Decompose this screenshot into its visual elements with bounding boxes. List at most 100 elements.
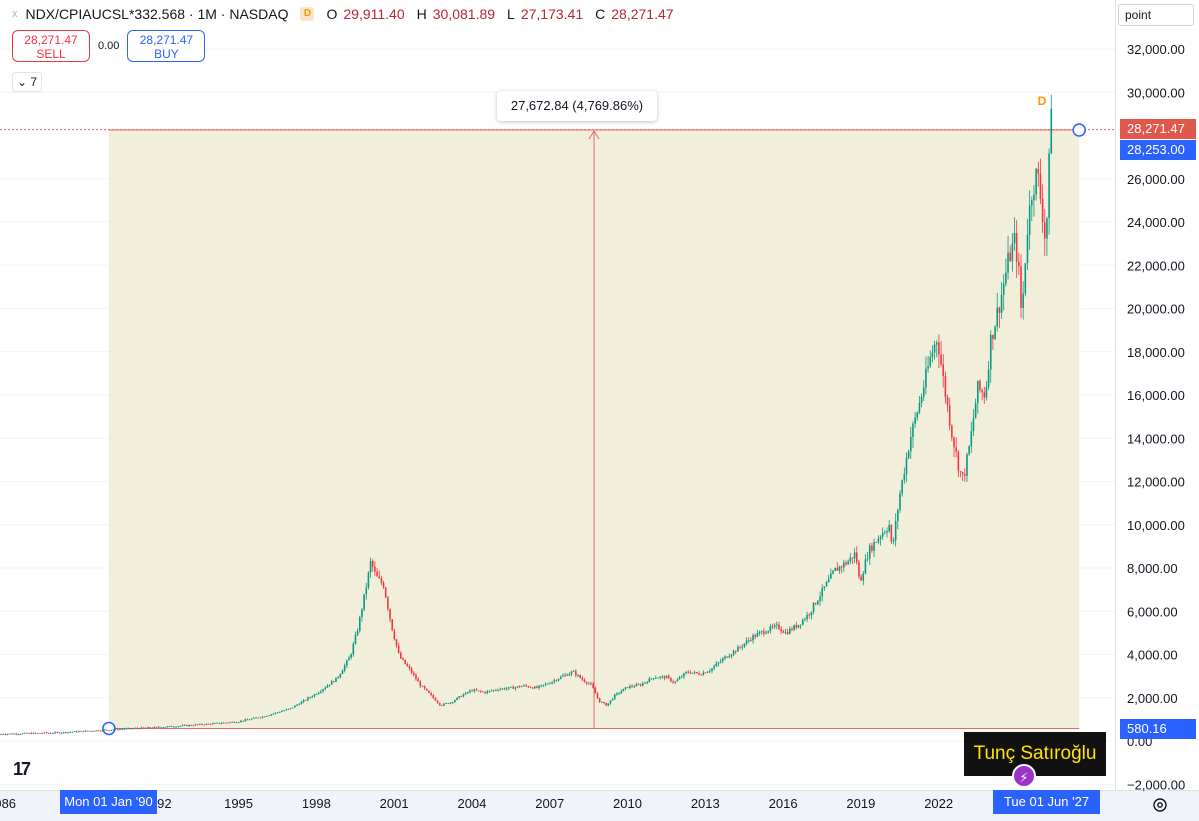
candle-body bbox=[894, 521, 897, 541]
candle-body bbox=[170, 726, 173, 727]
candle-body bbox=[501, 688, 504, 690]
candle-body bbox=[516, 686, 519, 688]
candle-body bbox=[207, 723, 210, 725]
candle-body bbox=[773, 625, 776, 627]
candle-body bbox=[845, 562, 847, 565]
candle-body bbox=[380, 578, 383, 583]
candle-body bbox=[1024, 263, 1027, 294]
candle-body bbox=[819, 596, 821, 601]
candle-body bbox=[88, 730, 91, 732]
measure-end-price-tag: 28,253.00 bbox=[1120, 140, 1196, 160]
candle-body bbox=[897, 509, 899, 522]
candle-body bbox=[935, 342, 938, 345]
candle-body bbox=[648, 678, 651, 683]
candle-body bbox=[788, 628, 791, 634]
candle-body bbox=[579, 674, 581, 678]
candle-body bbox=[983, 392, 986, 398]
candle-body bbox=[1005, 272, 1007, 284]
measure-tool[interactable]: D bbox=[0, 94, 1115, 736]
candle-body bbox=[700, 674, 702, 676]
candle-body bbox=[371, 561, 374, 567]
candle-body bbox=[302, 700, 305, 702]
candle-body bbox=[104, 729, 106, 731]
candle-body bbox=[127, 728, 130, 729]
close-icon[interactable]: x bbox=[12, 8, 18, 20]
candle-body bbox=[635, 684, 638, 687]
buy-button[interactable]: 28,271.47 BUY bbox=[127, 30, 206, 62]
candle-body bbox=[354, 634, 357, 644]
candle-body bbox=[572, 671, 575, 672]
candle-body bbox=[300, 701, 303, 705]
measure-end-handle bbox=[1072, 123, 1086, 137]
candle-body bbox=[443, 703, 445, 706]
candle-body bbox=[337, 677, 339, 679]
candle-body bbox=[747, 639, 750, 641]
candle-body bbox=[400, 652, 402, 659]
candle-body bbox=[52, 733, 54, 734]
candle-body bbox=[317, 692, 320, 695]
candle-body bbox=[69, 732, 72, 733]
candle-body bbox=[423, 685, 426, 689]
axis-unit-selector[interactable]: point bbox=[1118, 4, 1194, 26]
candle-body bbox=[972, 418, 975, 432]
candle-body bbox=[964, 474, 966, 476]
candle-body bbox=[724, 656, 726, 659]
candle-body bbox=[397, 645, 400, 653]
candle-body bbox=[225, 722, 227, 724]
candle-body bbox=[175, 726, 177, 728]
candle-body bbox=[737, 646, 739, 652]
candle-body bbox=[998, 307, 1001, 313]
candle-body bbox=[84, 730, 87, 732]
y-tick-label: 30,000.00 bbox=[1127, 85, 1185, 100]
x-tick-label: 1995 bbox=[224, 796, 253, 811]
candle-body bbox=[181, 725, 184, 727]
candle-body bbox=[449, 702, 452, 704]
candle-body bbox=[583, 679, 586, 683]
candle-body bbox=[564, 674, 566, 676]
candle-body bbox=[196, 724, 199, 726]
open-label: O bbox=[326, 6, 338, 22]
candle-body bbox=[43, 732, 46, 734]
candle-body bbox=[95, 730, 97, 732]
candle-body bbox=[901, 480, 903, 494]
y-tick-label: 18,000.00 bbox=[1127, 345, 1185, 360]
candle-body bbox=[642, 683, 644, 686]
candle-body bbox=[825, 581, 828, 587]
sell-button[interactable]: 28,271.47 SELL bbox=[12, 30, 90, 62]
high-value: 30,081.89 bbox=[432, 6, 496, 22]
candle-body bbox=[58, 732, 61, 734]
candle-body bbox=[1035, 168, 1037, 195]
candle-body bbox=[473, 689, 476, 692]
lightning-icon[interactable]: ⚡ bbox=[1012, 764, 1036, 788]
low-label: L bbox=[507, 6, 515, 22]
candle-body bbox=[585, 682, 588, 684]
candle-body bbox=[1033, 194, 1035, 201]
candle-body bbox=[471, 690, 473, 692]
indicators-toggle[interactable]: ⌄ 7 bbox=[12, 72, 42, 92]
candle-body bbox=[123, 729, 126, 730]
tradingview-logo[interactable]: 17 bbox=[13, 759, 31, 779]
x-tick-label: 2001 bbox=[380, 796, 409, 811]
candle-body bbox=[75, 731, 78, 733]
symbol-title[interactable]: NDX/CPIAUCSL*332.568 · 1M · NASDAQ bbox=[25, 6, 289, 22]
candle-body bbox=[6, 734, 9, 735]
candle-body bbox=[555, 680, 558, 682]
candle-body bbox=[497, 690, 499, 691]
candle-body bbox=[261, 716, 264, 718]
candle-body bbox=[976, 380, 979, 404]
candle-body bbox=[125, 728, 128, 730]
candle-body bbox=[808, 614, 811, 616]
candle-body bbox=[659, 676, 661, 678]
candle-body bbox=[80, 730, 82, 732]
candle-body bbox=[272, 713, 275, 715]
gear-icon[interactable] bbox=[1151, 796, 1169, 814]
candle-body bbox=[503, 688, 506, 690]
y-tick-label: 16,000.00 bbox=[1127, 388, 1185, 403]
candle-body bbox=[158, 726, 160, 728]
candle-body bbox=[1037, 168, 1040, 174]
candle-body bbox=[661, 676, 664, 678]
candle-body bbox=[45, 732, 48, 734]
buy-label: BUY bbox=[154, 47, 179, 61]
candle-body bbox=[868, 545, 871, 559]
candle-body bbox=[378, 576, 381, 579]
